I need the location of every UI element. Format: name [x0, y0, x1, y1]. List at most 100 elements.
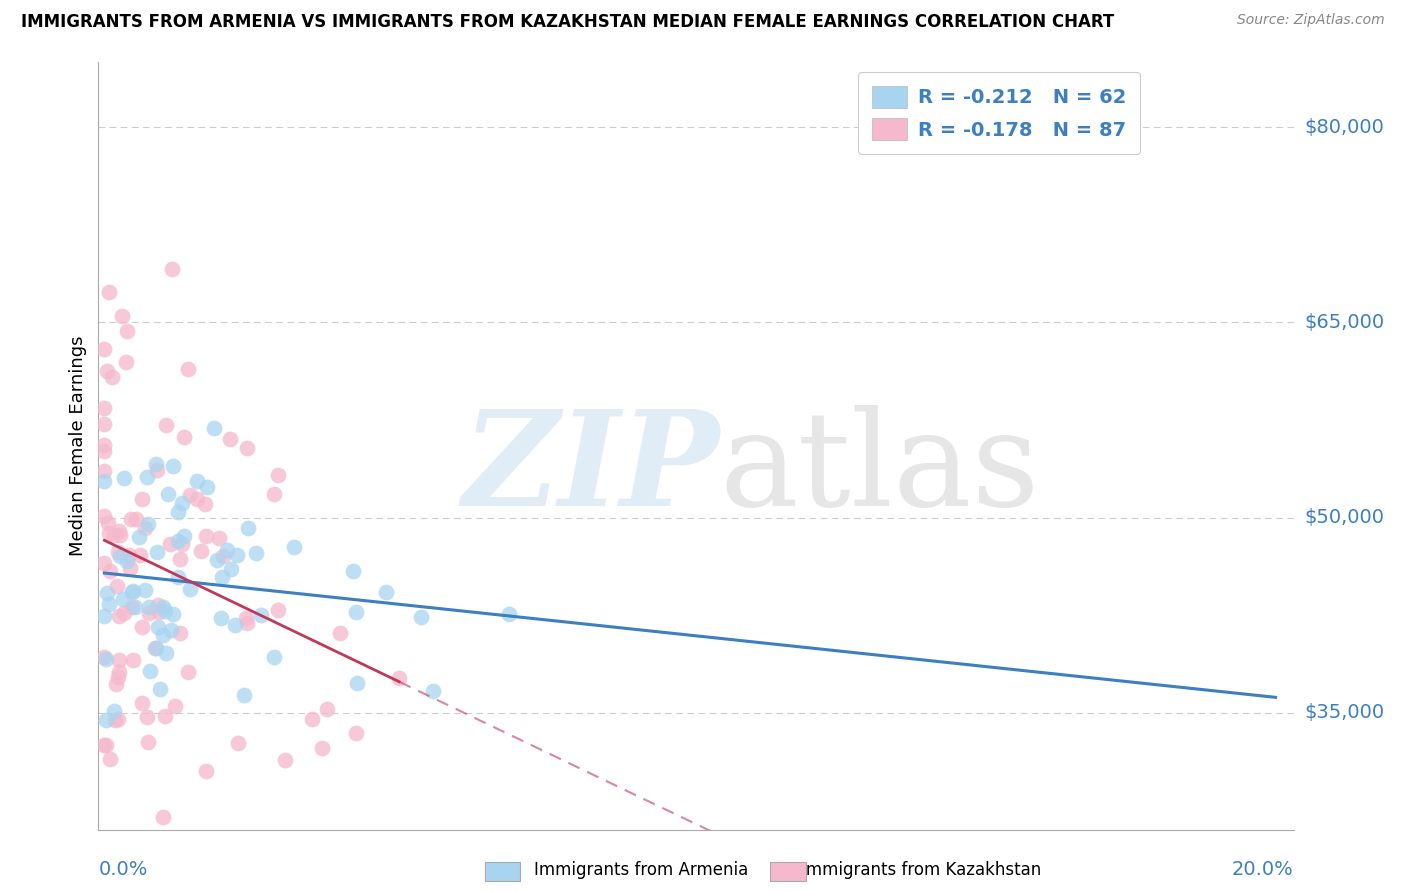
Point [138, 606, 160, 620]
Point [224, 618, 246, 632]
Point [266, 468, 288, 483]
Point [186, 475, 208, 489]
Point [112, 470, 135, 484]
Point [263, 650, 285, 665]
Point [149, 682, 172, 697]
Point [118, 548, 141, 562]
Point [96, 364, 118, 378]
Point [145, 641, 167, 656]
Text: $35,000: $35,000 [1305, 703, 1385, 722]
Point [344, 726, 367, 740]
Point [121, 599, 143, 614]
Point [122, 583, 145, 598]
Point [112, 606, 135, 620]
Text: $50,000: $50,000 [1305, 508, 1385, 527]
Point [93, 649, 115, 664]
Point [145, 457, 167, 471]
Point [346, 675, 368, 690]
Point [145, 463, 167, 477]
Point [105, 579, 128, 593]
Point [93, 464, 115, 478]
Point [209, 611, 232, 625]
Point [311, 740, 333, 755]
Point [108, 549, 131, 564]
Point [103, 704, 125, 718]
Text: $65,000: $65,000 [1305, 313, 1385, 332]
Point [93, 508, 115, 523]
Point [342, 564, 364, 578]
Point [274, 753, 297, 767]
Point [212, 549, 235, 563]
Point [226, 736, 249, 750]
Point [236, 441, 259, 455]
Text: 20.0%: 20.0% [1232, 860, 1294, 880]
Point [131, 696, 153, 710]
Point [179, 488, 201, 502]
Point [107, 609, 129, 624]
Point [152, 628, 174, 642]
Point [93, 342, 115, 356]
Point [153, 604, 176, 618]
Point [93, 443, 115, 458]
Point [98, 564, 121, 578]
Point [139, 665, 162, 679]
Point [115, 355, 138, 369]
Point [344, 605, 367, 619]
Point [107, 669, 129, 683]
Point [146, 598, 169, 612]
Point [329, 625, 352, 640]
Point [160, 262, 183, 277]
Text: atlas: atlas [720, 404, 1040, 533]
Point [103, 714, 125, 728]
Point [112, 591, 135, 606]
Point [97, 516, 120, 530]
Point [160, 623, 183, 637]
Point [267, 603, 290, 617]
Point [124, 599, 146, 614]
Point [107, 524, 129, 539]
Point [148, 605, 170, 619]
Point [498, 607, 520, 621]
Point [98, 751, 121, 765]
Point [103, 528, 125, 542]
Point [148, 620, 170, 634]
Point [221, 562, 243, 576]
Point [101, 370, 124, 384]
Point [94, 738, 117, 752]
Point [107, 665, 129, 679]
Point [111, 309, 134, 323]
Point [215, 543, 238, 558]
Point [422, 684, 444, 698]
Text: $80,000: $80,000 [1305, 118, 1385, 137]
Point [173, 430, 195, 444]
Point [145, 640, 167, 655]
Point [125, 512, 148, 526]
Point [96, 713, 118, 727]
Point [115, 325, 138, 339]
Point [169, 625, 191, 640]
Point [283, 540, 305, 554]
Point [235, 611, 257, 625]
Text: ZIP: ZIP [463, 404, 720, 533]
Y-axis label: Median Female Earnings: Median Female Earnings [69, 335, 87, 557]
Point [136, 469, 159, 483]
Point [179, 582, 201, 597]
Text: Source: ZipAtlas.com: Source: ZipAtlas.com [1237, 13, 1385, 28]
Point [98, 526, 121, 541]
Point [375, 585, 398, 599]
Point [136, 516, 159, 531]
Point [263, 486, 285, 500]
Point [152, 809, 174, 823]
Point [388, 671, 411, 685]
Point [115, 554, 138, 568]
Point [93, 739, 115, 753]
Point [232, 688, 254, 702]
Point [136, 735, 159, 749]
Point [250, 607, 273, 622]
Point [245, 546, 267, 560]
Point [105, 677, 128, 691]
Point [96, 586, 118, 600]
Point [207, 531, 229, 545]
Point [131, 491, 153, 506]
Point [107, 712, 129, 726]
